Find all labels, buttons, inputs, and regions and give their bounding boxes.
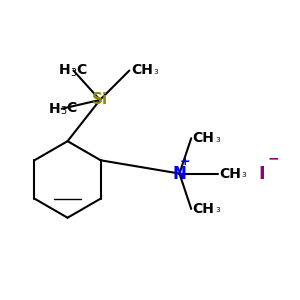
Text: H: H [59, 64, 70, 77]
Text: H: H [49, 102, 60, 116]
Text: CH: CH [219, 167, 241, 181]
Text: $_3$: $_3$ [215, 135, 221, 145]
Text: $_3$: $_3$ [241, 170, 248, 180]
Text: CH: CH [131, 64, 153, 77]
Text: $_3$C: $_3$C [70, 62, 88, 79]
Text: I: I [259, 165, 265, 183]
Text: $_3$C: $_3$C [60, 100, 78, 117]
Text: Si: Si [92, 92, 108, 107]
Text: −: − [268, 152, 280, 166]
Text: $_3$: $_3$ [153, 67, 159, 77]
Text: N: N [172, 165, 186, 183]
Text: CH: CH [193, 131, 214, 145]
Text: $_3$: $_3$ [215, 206, 221, 215]
Text: CH: CH [193, 202, 214, 216]
Text: +: + [180, 155, 190, 168]
